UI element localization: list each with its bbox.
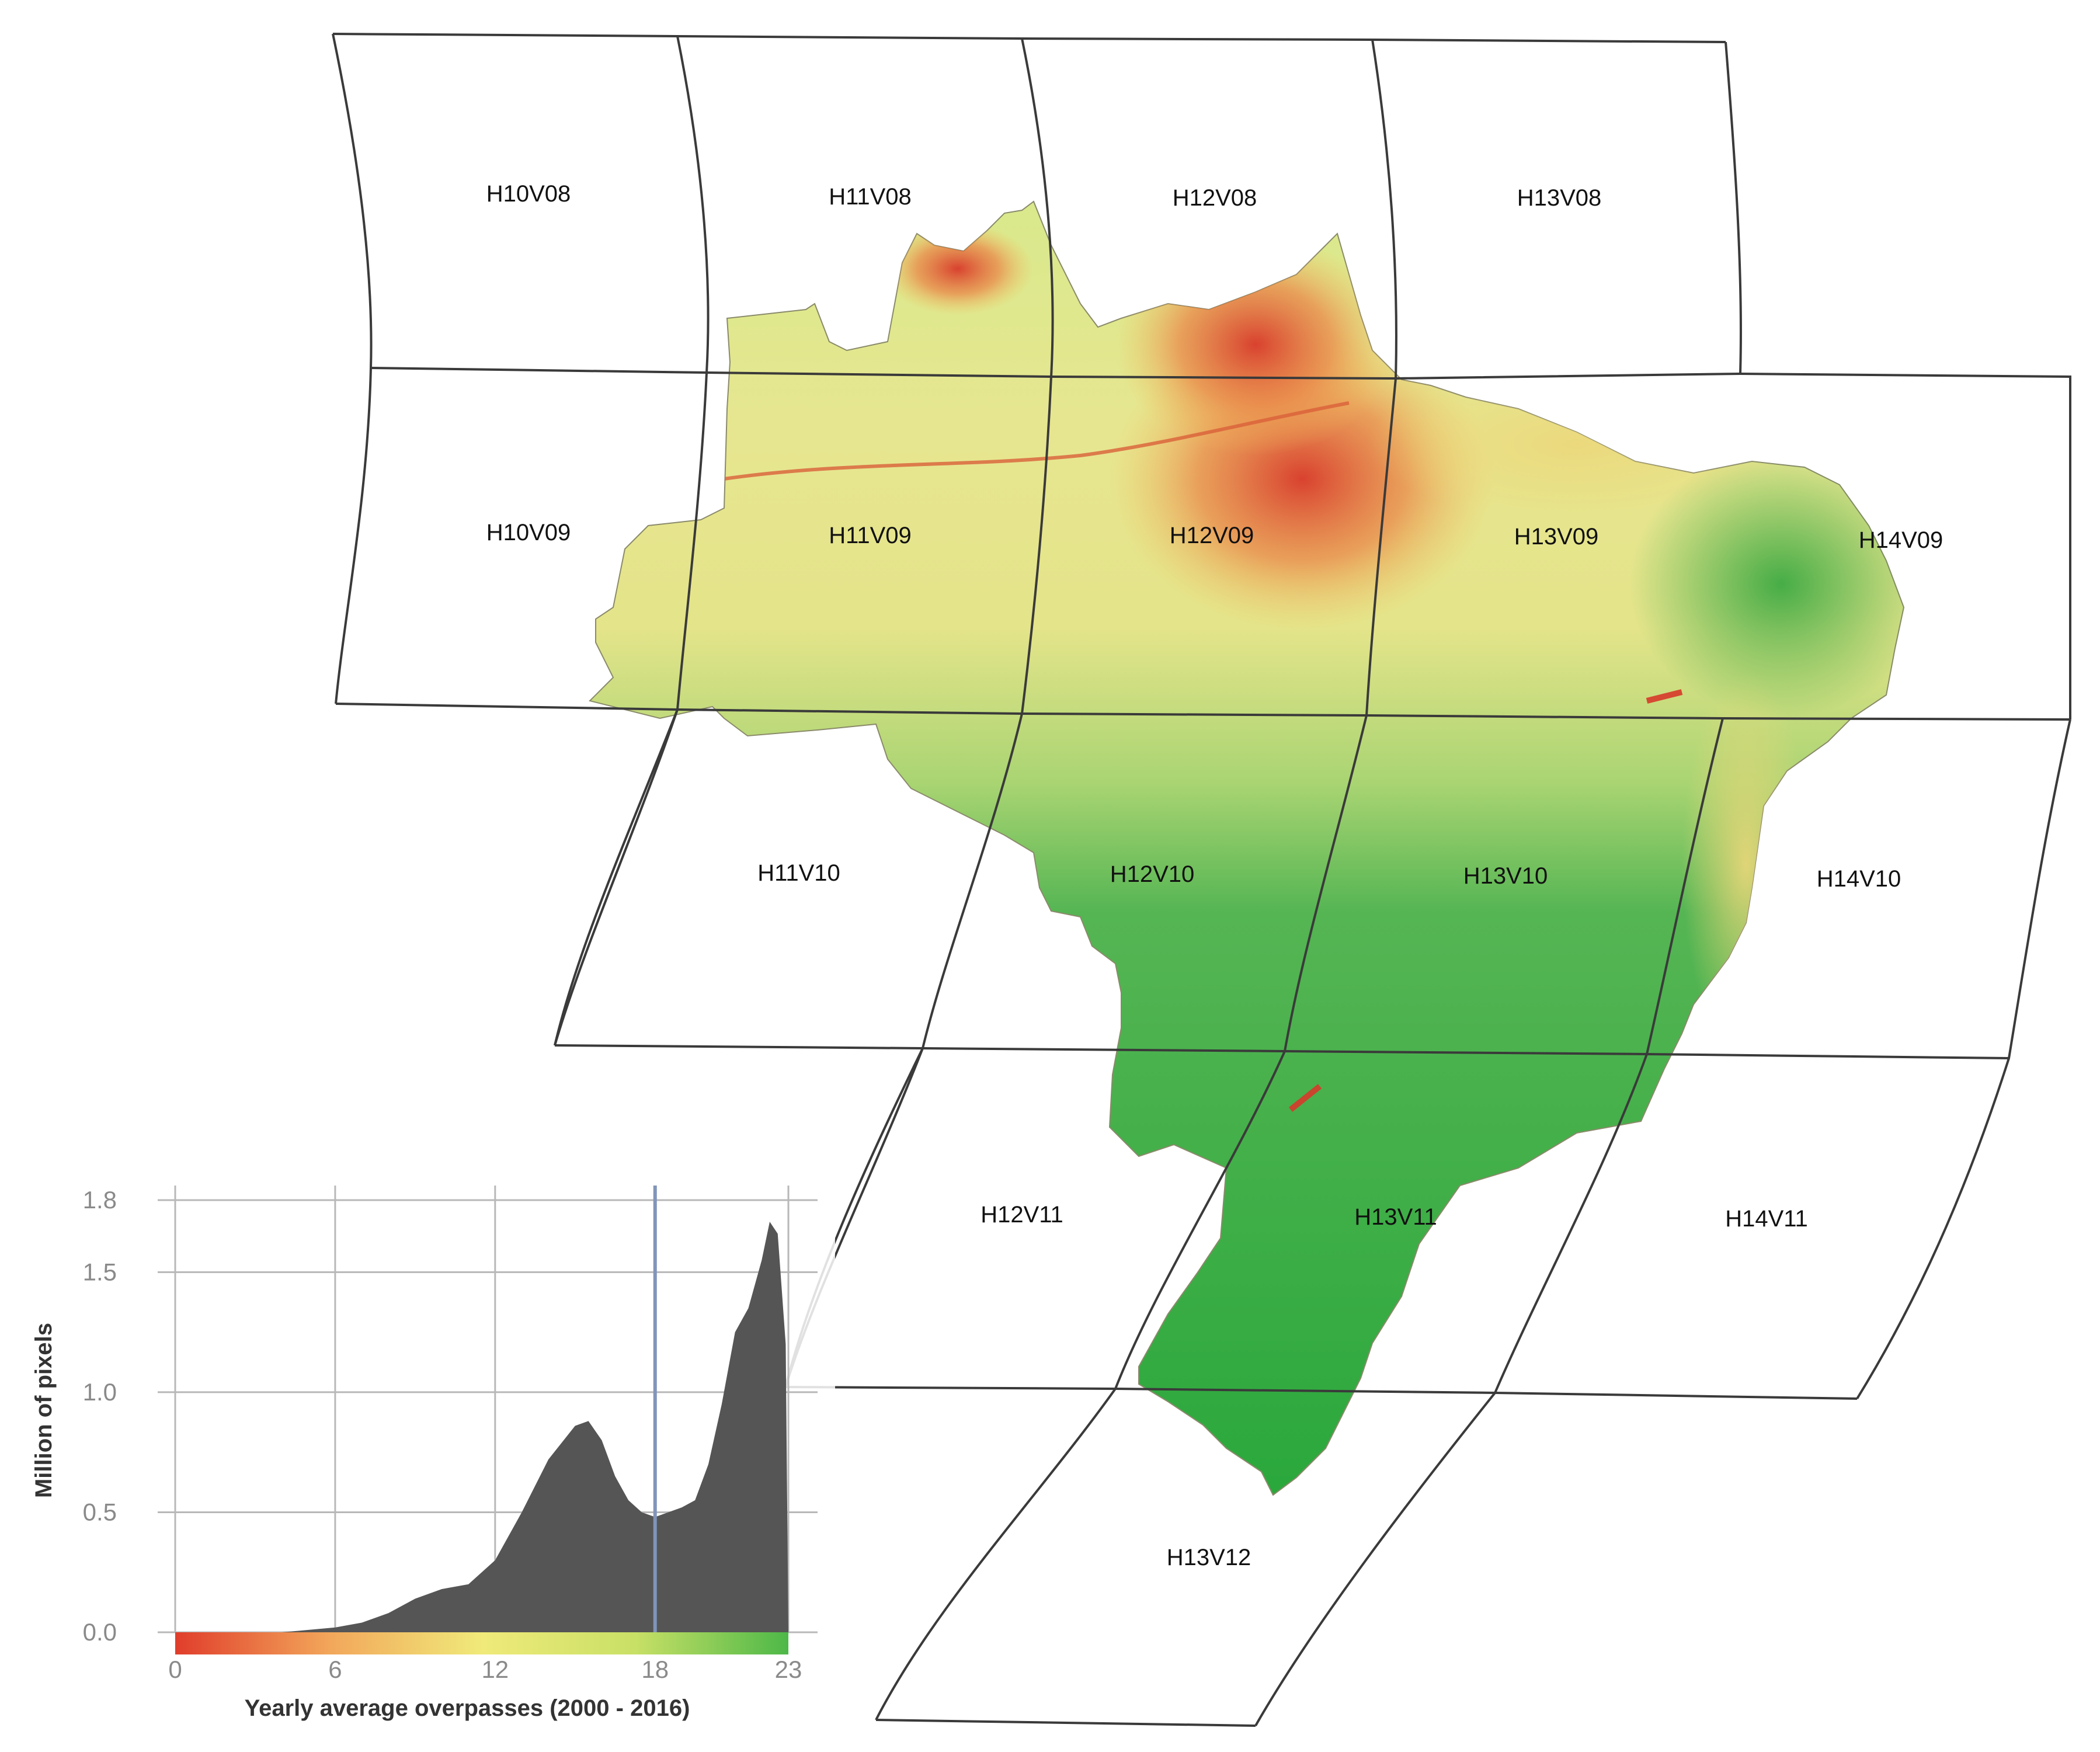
tile-label-h13v08: H13V08 <box>1517 185 1602 211</box>
tile-label-h14v11: H14V11 <box>1725 1206 1808 1232</box>
y-tick-label: 0.5 <box>83 1498 117 1525</box>
tile-boundary <box>785 1386 1858 1400</box>
y-tick-label: 1.8 <box>83 1186 117 1214</box>
histogram-area <box>175 1222 788 1632</box>
river-south <box>1646 689 1683 704</box>
tile-boundary <box>875 1719 1256 1727</box>
tile-boundary <box>1724 41 1742 374</box>
tile-label-h13v10: H13V10 <box>1463 863 1548 889</box>
y-tick-labels: 0.0 0.5 1.0 1.5 1.8 <box>83 1186 117 1646</box>
tile-boundary <box>1740 373 2071 719</box>
x-axis-title: Yearly average overpasses (2000 - 2016) <box>245 1695 690 1721</box>
roraima-hotspot <box>882 222 1034 315</box>
tile-label-h13v12: H13V12 <box>1167 1545 1251 1570</box>
tile-label-h12v10: H12V10 <box>1110 861 1195 887</box>
y-axis-title: Million of pixels <box>31 1323 57 1498</box>
x-tick-label: 18 <box>641 1656 669 1683</box>
brazil-raster <box>589 200 1905 1496</box>
modis-tile-grid <box>332 33 2071 1727</box>
tile-label-h10v08: H10V08 <box>486 181 571 207</box>
tile-label-h12v09: H12V09 <box>1170 523 1254 548</box>
tile-boundary <box>1856 719 2071 1400</box>
y-tick-label: 1.5 <box>83 1258 117 1285</box>
northeast-green <box>1629 450 1904 718</box>
east-coast-band <box>1682 672 1810 1057</box>
tile-label-h12v08: H12V08 <box>1173 185 1257 211</box>
x-tick-label: 12 <box>481 1656 509 1683</box>
tile-boundary <box>1254 718 1724 1726</box>
x-tick-label: 0 <box>168 1656 182 1683</box>
tile-boundary <box>554 709 679 1046</box>
histogram-inset: 0 6 12 18 23 0.0 0.5 1.0 1.5 1.8 Yearly average … <box>31 1159 835 1721</box>
y-tick-label: 0.0 <box>83 1618 117 1646</box>
amazon-river <box>724 401 1350 481</box>
x-tick-label: 23 <box>775 1656 802 1683</box>
tile-label-h12v11: H12V11 <box>981 1202 1063 1228</box>
tile-boundary <box>332 33 373 704</box>
tile-label-h10v09: H10V09 <box>486 520 571 545</box>
tile-boundary <box>332 33 1726 43</box>
tile-boundary <box>335 703 2071 721</box>
tile-label-h11v10: H11V10 <box>757 860 840 886</box>
tile-label-h13v11: H13V11 <box>1354 1204 1437 1230</box>
tile-label-h14v09: H14V09 <box>1859 527 1943 553</box>
x-tick-labels: 0 6 12 18 23 <box>168 1656 802 1683</box>
river-central <box>1288 1084 1322 1112</box>
x-tick-label: 6 <box>328 1656 342 1683</box>
y-tick-label: 1.0 <box>83 1378 117 1406</box>
tile-boundary <box>784 38 1054 1388</box>
tile-labels: H10V08 H11V08 H12V08 H13V08 H10V09 H11V09 H12V… <box>486 181 1943 1570</box>
tile-label-h14v10: H14V10 <box>1817 866 1901 892</box>
tile-boundary <box>554 36 710 1046</box>
tile-label-h11v09: H11V09 <box>829 523 912 548</box>
tile-label-h13v09: H13V09 <box>1514 524 1599 550</box>
tile-boundary <box>875 39 1397 1720</box>
histogram-colorbar <box>175 1632 788 1654</box>
tile-label-h11v08: H11V08 <box>829 184 912 210</box>
